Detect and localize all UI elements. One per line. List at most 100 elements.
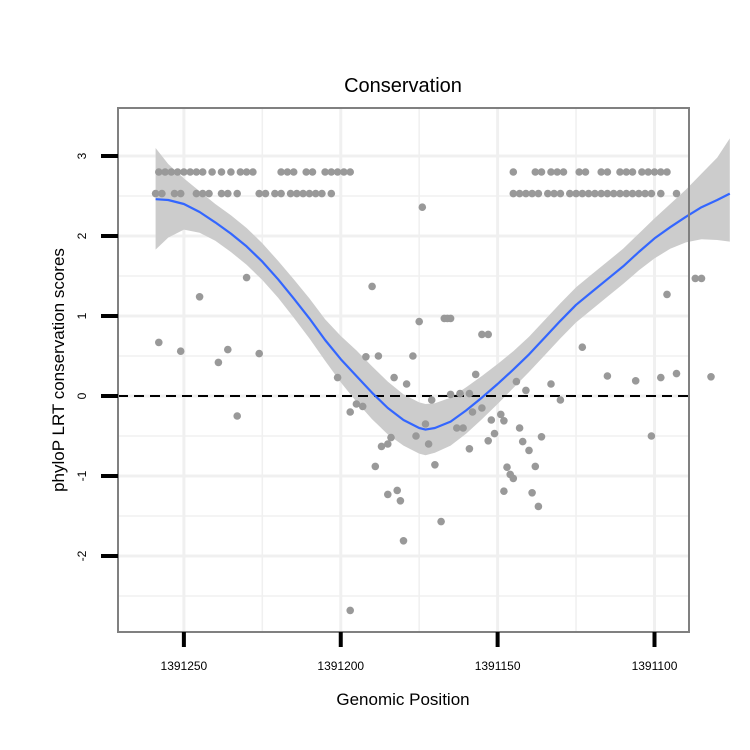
data-point <box>427 396 436 404</box>
data-point <box>352 400 361 408</box>
data-point <box>578 343 587 352</box>
data-point <box>465 445 474 453</box>
data-point <box>371 462 380 471</box>
data-point <box>283 168 292 176</box>
data-point <box>396 497 405 505</box>
x-tick-label: 1391200 <box>317 659 364 673</box>
data-point <box>484 437 493 445</box>
confidence-band-layer <box>155 138 730 456</box>
data-point <box>603 189 612 198</box>
data-point <box>531 462 540 471</box>
data-point <box>277 168 285 176</box>
data-point <box>437 517 445 526</box>
data-point <box>622 189 631 198</box>
data-point <box>333 373 342 382</box>
data-point <box>409 352 417 360</box>
data-point <box>176 189 185 198</box>
data-point <box>707 373 715 381</box>
data-point <box>418 203 427 211</box>
data-point <box>236 168 245 176</box>
data-point <box>424 440 433 448</box>
x-tick-label: 1391250 <box>161 659 208 673</box>
data-point <box>512 377 521 386</box>
data-point <box>431 461 439 469</box>
data-point <box>672 369 681 378</box>
data-point <box>465 389 474 398</box>
data-point <box>631 377 640 385</box>
data-point <box>628 189 637 198</box>
data-point <box>446 314 455 323</box>
data-point <box>525 446 533 455</box>
data-point <box>487 416 496 424</box>
data-point <box>399 537 408 545</box>
data-point <box>544 189 552 198</box>
data-point <box>550 189 558 198</box>
data-point <box>233 189 241 198</box>
data-point <box>242 273 251 282</box>
data-point <box>468 408 477 416</box>
data-point <box>478 404 486 412</box>
data-point <box>173 168 182 176</box>
data-point <box>528 489 536 497</box>
data-point <box>547 380 555 388</box>
data-point <box>609 189 618 198</box>
data-point <box>217 168 226 176</box>
data-point <box>622 168 631 176</box>
data-point <box>217 189 226 198</box>
data-point <box>556 396 565 404</box>
data-point <box>242 168 251 176</box>
data-point <box>515 424 524 432</box>
data-point <box>346 168 355 176</box>
data-point <box>421 420 430 428</box>
data-point <box>650 168 659 176</box>
data-point <box>249 168 257 176</box>
data-point <box>384 490 392 499</box>
y-tick-label: 0 <box>75 392 89 399</box>
data-point <box>346 606 355 615</box>
data-point <box>547 168 555 176</box>
data-point <box>500 487 508 496</box>
data-point <box>271 189 279 198</box>
data-point <box>176 347 185 356</box>
data-point <box>515 189 524 198</box>
data-point <box>161 168 169 176</box>
data-point <box>368 282 376 291</box>
data-point <box>647 189 656 198</box>
data-point <box>534 189 543 198</box>
data-point <box>638 168 646 176</box>
x-axis-title: Genomic Position <box>336 690 469 709</box>
data-point <box>205 189 213 198</box>
data-point <box>497 410 505 419</box>
data-point <box>500 417 508 425</box>
data-point <box>412 432 420 440</box>
data-point <box>327 189 336 198</box>
data-point <box>374 352 383 360</box>
data-point <box>453 424 461 432</box>
data-point <box>556 189 565 198</box>
data-point <box>387 433 395 442</box>
data-point <box>393 486 402 495</box>
y-axis-title: phyloP LRT conservation scores <box>49 248 68 492</box>
data-point <box>318 189 326 198</box>
data-point <box>509 474 518 483</box>
data-point <box>657 189 665 198</box>
data-point <box>198 189 207 198</box>
y-tick-label: -2 <box>75 550 89 561</box>
data-point <box>299 189 307 198</box>
data-point <box>333 168 342 176</box>
data-point <box>559 168 568 176</box>
smooth-line <box>155 192 731 431</box>
x-tick-label: 1391150 <box>475 659 521 673</box>
data-point <box>591 189 599 198</box>
data-point <box>537 168 546 176</box>
data-point <box>195 293 204 301</box>
data-point <box>635 189 643 198</box>
smooth-line-layer <box>155 192 731 431</box>
grid-lines <box>118 108 689 632</box>
data-point <box>522 386 530 395</box>
data-point <box>362 353 370 361</box>
data-point <box>340 168 348 176</box>
data-point <box>293 189 301 198</box>
data-point <box>224 345 232 354</box>
